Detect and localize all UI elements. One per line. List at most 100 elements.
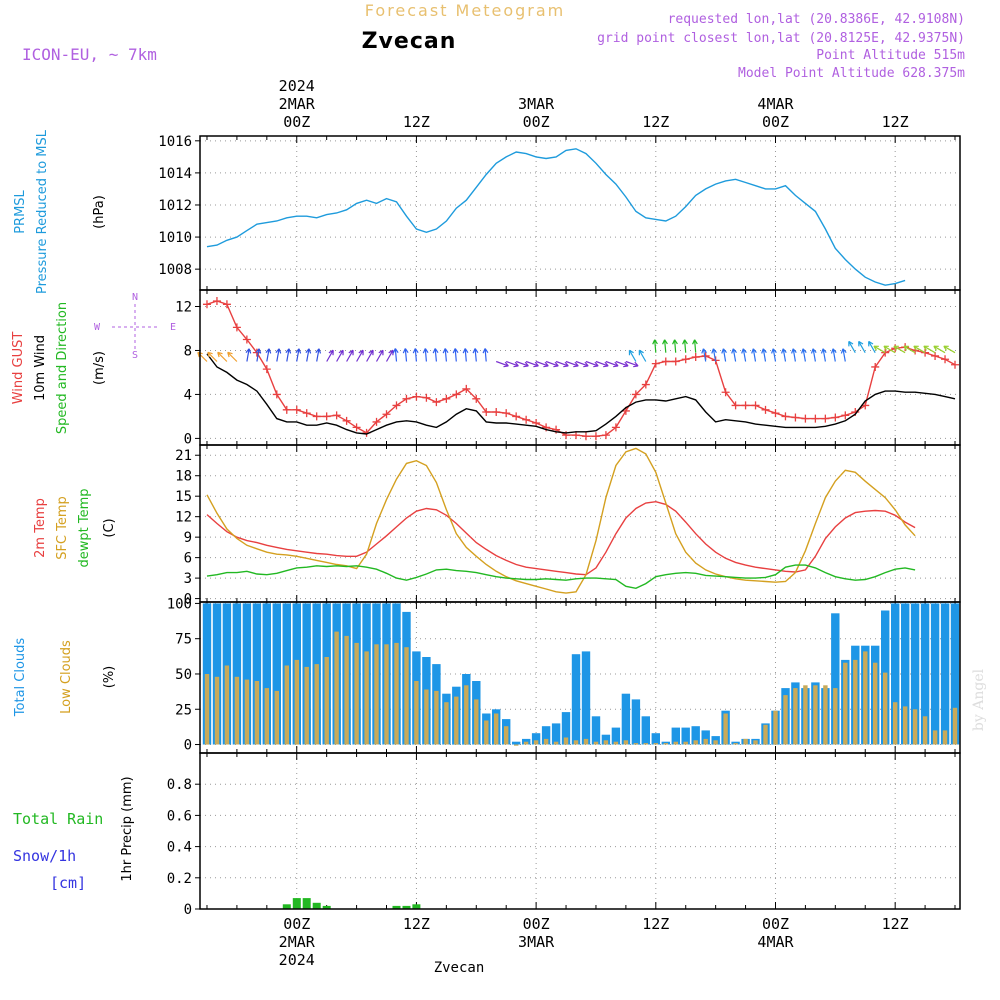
low-cloud-bar <box>663 743 668 745</box>
low-cloud-bar <box>334 631 339 745</box>
temp-label-sfc: SFC Temp <box>55 496 70 560</box>
gridpoint-coords: grid point closest lon,lat (20.8125E, 42… <box>597 31 965 46</box>
low-cloud-bar <box>264 688 269 745</box>
low-cloud-bar <box>234 676 240 745</box>
wind-label-group: Wind GUST 10m Wind Speed and Direction (… <box>11 292 176 434</box>
wind-label-gust: Wind GUST <box>11 332 26 405</box>
gust-marker <box>661 357 670 366</box>
low-cloud-bar <box>404 647 409 745</box>
gust-marker <box>941 355 950 364</box>
low-cloud-bar <box>673 741 678 745</box>
low-cloud-bar <box>813 685 818 745</box>
precip-legend-snow: Snow/1h <box>13 847 76 865</box>
low-cloud-bar <box>783 695 788 745</box>
wind-arrow <box>575 360 589 368</box>
precip-legend-rain: Total Rain <box>13 810 103 828</box>
wind-arrow <box>672 339 678 353</box>
wind-arrow <box>858 340 866 353</box>
ytick-label: 0.6 <box>167 808 192 824</box>
top-time-label: 00Z <box>762 113 789 131</box>
wind-arrow <box>285 348 292 362</box>
low-cloud-bar <box>523 741 529 745</box>
panel-frame <box>199 289 961 446</box>
gust-marker <box>611 423 620 432</box>
wind-arrow <box>217 351 228 362</box>
gust-marker <box>761 405 770 414</box>
wind-label-dir: Speed and Direction <box>55 302 70 434</box>
low-cloud-bar <box>244 679 250 745</box>
ytick-label: 25 <box>175 702 192 718</box>
series-prmsl <box>206 148 906 286</box>
wind-arrow <box>207 351 218 362</box>
top-time-label: 12Z <box>403 113 430 131</box>
total-cloud-bar <box>641 716 650 745</box>
total-cloud-bar <box>531 733 541 745</box>
ytick-label: 8 <box>184 343 192 359</box>
low-cloud-bar <box>613 741 619 745</box>
low-cloud-bar <box>204 674 210 745</box>
total-cloud-bar <box>910 603 920 745</box>
low-cloud-bar <box>294 659 299 745</box>
low-cloud-bar <box>543 738 549 745</box>
low-cloud-bar <box>763 724 768 745</box>
rain-bar <box>392 905 401 909</box>
low-cloud-bar <box>573 740 579 745</box>
low-cloud-bar <box>214 676 220 745</box>
wind-arrow <box>265 348 272 362</box>
point-altitude: Point Altitude 515m <box>816 48 965 63</box>
precip-legend-unit: [cm] <box>50 874 86 892</box>
low-cloud-bar <box>853 659 858 745</box>
total-cloud-bar <box>701 730 710 745</box>
total-cloud-bar <box>232 603 242 745</box>
ytick-label: 21 <box>175 448 192 464</box>
series-2m-temp <box>206 500 916 576</box>
low-cloud-bar <box>484 720 489 745</box>
low-cloud-bar <box>803 685 808 745</box>
precip-label-group: Total Rain Snow/1h [cm] 1hr Precip (mm) <box>13 776 135 892</box>
low-cloud-bar <box>384 644 389 745</box>
wind-arrow <box>652 339 658 353</box>
gust-marker <box>302 409 311 418</box>
precip-ylabel: 1hr Precip (mm) <box>120 776 135 881</box>
panel-frame <box>199 135 961 291</box>
low-cloud-bar <box>623 740 629 745</box>
gust-marker <box>502 409 511 418</box>
low-cloud-bar <box>942 730 948 745</box>
gust-marker <box>651 359 660 368</box>
wind-arrow <box>452 348 459 362</box>
gust-marker <box>681 355 690 364</box>
wind-arrow <box>346 349 354 362</box>
wind-arrow <box>810 348 817 362</box>
wind-arrow <box>422 348 429 362</box>
gust-marker <box>242 335 251 344</box>
wind-arrow <box>462 348 469 362</box>
wind-arrow <box>903 345 916 354</box>
wind-arrow <box>933 345 946 354</box>
wind-arrow <box>791 348 797 362</box>
wind-arrow <box>375 349 384 362</box>
low-cloud-bar <box>563 737 569 745</box>
wind-arrow <box>392 348 399 362</box>
ytick-label: 4 <box>184 387 192 403</box>
total-cloud-bar <box>891 603 900 745</box>
wind-arrow <box>356 349 364 362</box>
compass-east: E <box>170 322 176 333</box>
pressure-ylabel: (hPa) <box>92 195 107 229</box>
total-cloud-bar <box>940 603 950 745</box>
ytick-label: 0 <box>184 431 192 447</box>
gust-marker <box>731 401 740 410</box>
low-cloud-bar <box>873 662 878 745</box>
ytick-label: 12 <box>175 299 192 315</box>
wind-arrow <box>245 348 252 362</box>
gust-marker <box>721 388 730 397</box>
pressure-label-prmsl: PRMSL <box>13 189 28 233</box>
top-time-label: 12Z <box>882 113 909 131</box>
gust-marker <box>791 413 800 422</box>
low-cloud-bar <box>434 690 439 745</box>
low-cloud-bar <box>254 681 260 745</box>
top-time-label: 2MAR <box>279 95 316 113</box>
bottom-time-label: 3MAR <box>518 933 555 951</box>
wind-arrow <box>275 348 282 362</box>
wind-arrow <box>227 351 238 362</box>
